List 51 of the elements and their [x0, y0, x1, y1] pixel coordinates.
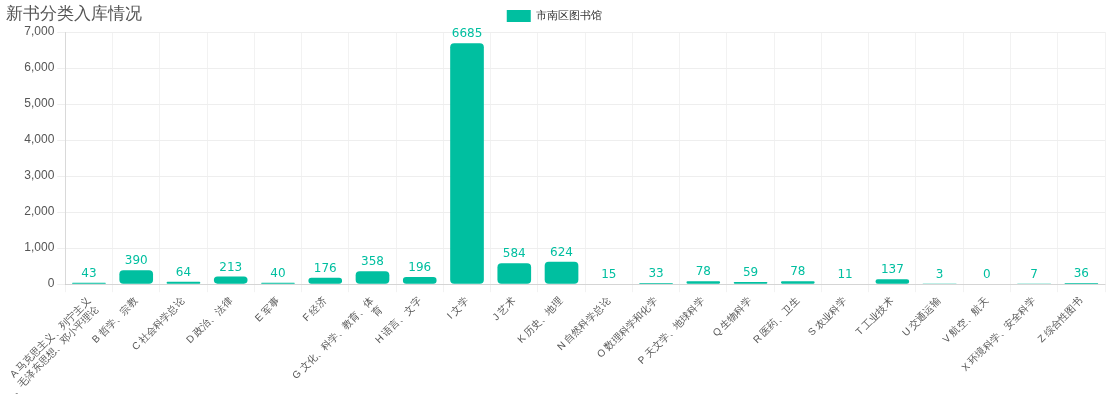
chart-title: 新书分类入库情况 — [6, 2, 142, 25]
y-tick-label: 6,000 — [24, 60, 55, 75]
data-label: 78 — [695, 264, 711, 279]
data-label: 43 — [81, 265, 97, 280]
bar — [308, 277, 343, 284]
bar — [544, 261, 579, 284]
data-label: 11 — [837, 266, 853, 281]
bar — [119, 270, 154, 284]
data-label: 137 — [880, 262, 904, 277]
bar — [213, 276, 248, 284]
bar — [875, 279, 910, 284]
x-tick-label: S 农业科学 — [805, 295, 849, 338]
x-tick-label: U 交通运输 — [899, 295, 943, 339]
bar — [402, 277, 437, 284]
x-tick-label: Z 综合性图书 — [1035, 295, 1085, 345]
y-tick-label: 4,000 — [24, 132, 55, 147]
data-label: 3 — [935, 267, 944, 282]
bar — [497, 263, 532, 284]
x-tick-label: T 工业技术 — [853, 295, 896, 338]
data-label: 584 — [502, 246, 526, 261]
y-tick-label: 3,000 — [24, 168, 55, 183]
y-tick-label: 2,000 — [24, 204, 55, 219]
data-label: 6685 — [451, 26, 483, 41]
data-label: 7 — [1030, 267, 1038, 282]
x-tick-label: J 艺术 — [490, 295, 518, 323]
y-tick-label: 0 — [47, 276, 55, 291]
data-label: 36 — [1073, 266, 1090, 280]
bar — [450, 43, 484, 284]
data-label: 624 — [550, 244, 573, 259]
data-label: 0 — [983, 267, 991, 282]
data-label: 213 — [219, 259, 243, 274]
data-label: 33 — [648, 266, 664, 281]
data-label: 196 — [408, 260, 432, 275]
y-tick-label: 7,000 — [24, 24, 55, 39]
data-label: 78 — [790, 264, 806, 279]
bar — [355, 271, 390, 284]
bar — [686, 281, 721, 284]
x-tick-label: E 军事 — [252, 295, 282, 324]
y-tick-label: 5,000 — [24, 96, 55, 111]
bar — [780, 281, 815, 284]
data-label: 15 — [601, 266, 617, 281]
data-label: 40 — [270, 265, 286, 280]
data-label: 64 — [175, 265, 192, 279]
y-tick-label: 1,000 — [24, 240, 55, 255]
x-tick-label: I 文学 — [444, 295, 471, 321]
data-label: 390 — [124, 253, 148, 268]
legend-label: 市南区图书馆 — [536, 9, 603, 22]
data-label: 176 — [313, 260, 337, 275]
data-label: 59 — [742, 265, 759, 280]
x-tick-label: F 经济 — [300, 295, 329, 324]
data-label: 358 — [361, 254, 384, 269]
